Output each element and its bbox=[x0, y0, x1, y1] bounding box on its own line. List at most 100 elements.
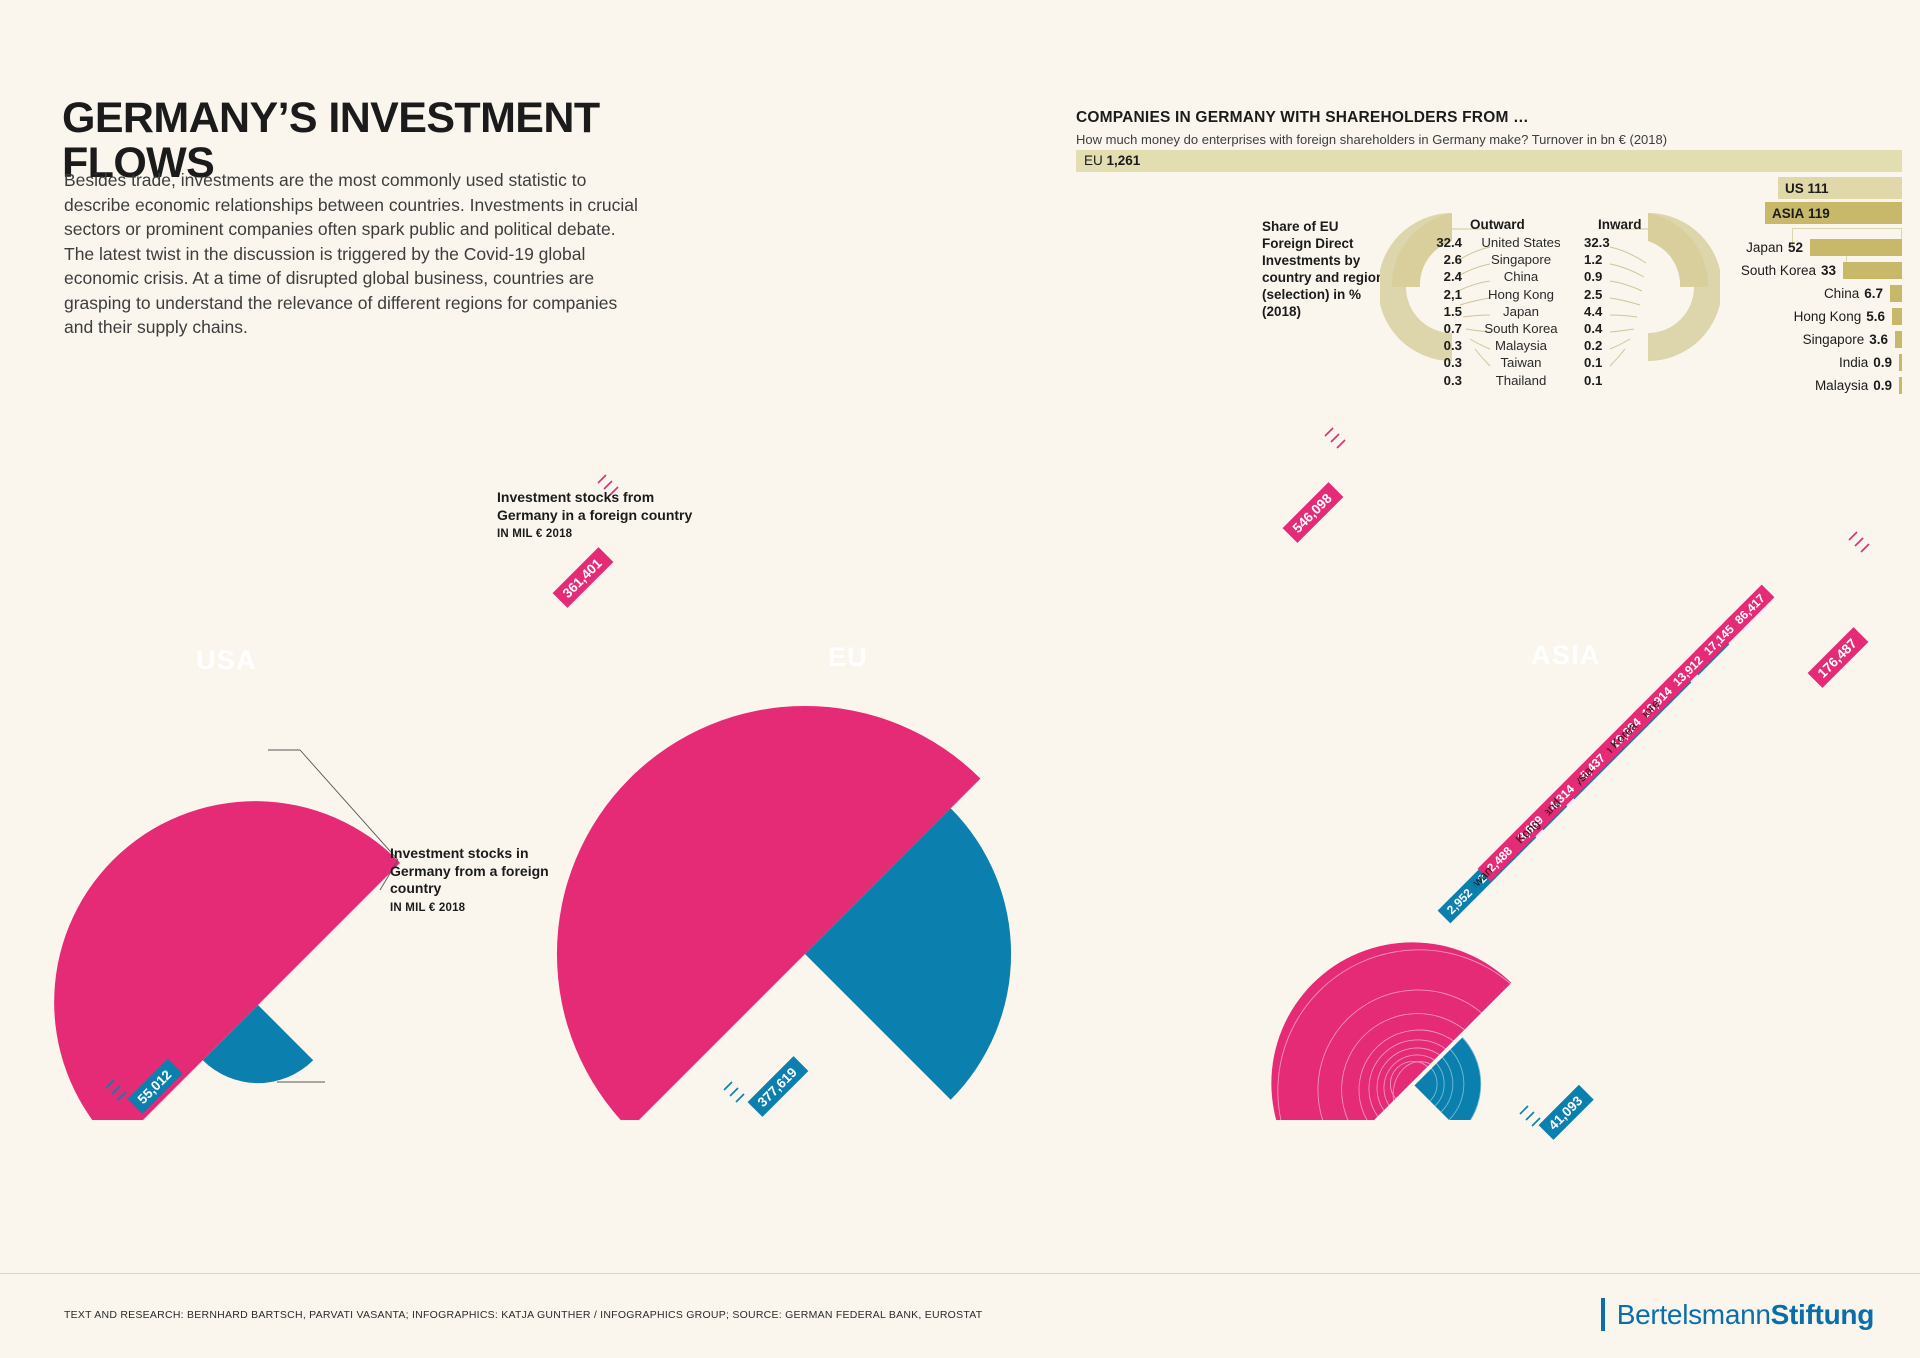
eu-bar-name: EU bbox=[1084, 153, 1103, 168]
asia-breakdown-bar bbox=[1899, 354, 1902, 371]
fdi-share-row: 0.3 Taiwan 0.1 bbox=[1410, 354, 1640, 371]
fdi-country-name: China bbox=[1503, 269, 1539, 285]
fdi-inward-value: 0.9 bbox=[1584, 269, 1603, 285]
eu-outward-sector bbox=[556, 705, 981, 1120]
fdi-share-row: 0.7 South Korea 0.4 bbox=[1410, 320, 1640, 337]
fdi-country-name: United States bbox=[1481, 235, 1561, 251]
asia-turnover-bar: ASIA 119 bbox=[1765, 202, 1902, 224]
eu-circle-label: EU bbox=[828, 642, 869, 672]
fdi-country-name: Japan bbox=[1503, 303, 1539, 319]
fdi-outward-value: 0.3 bbox=[1443, 355, 1462, 371]
asia-breakdown-row: India 0.9 bbox=[1640, 351, 1902, 374]
fdi-inward-value: 0.1 bbox=[1584, 372, 1603, 388]
asia-breakdown-bracket bbox=[1792, 228, 1902, 248]
inward-callout-title: Investment stocks in Germany from a fore… bbox=[390, 845, 549, 896]
fdi-inward-value: 2.5 bbox=[1584, 286, 1603, 302]
fdi-outward-value: 1.5 bbox=[1443, 303, 1462, 319]
share-caption: Share of EU Foreign Direct Investments b… bbox=[1262, 219, 1385, 319]
eu-bar-value: 1,261 bbox=[1106, 153, 1141, 168]
usa-circle-label: USA bbox=[196, 645, 257, 675]
inward-callout: Investment stocks in Germany from a fore… bbox=[390, 845, 580, 915]
fdi-inward-value: 0.4 bbox=[1584, 321, 1603, 337]
brand-text: BertelsmannStiftung bbox=[1616, 1298, 1875, 1331]
asia-breakdown-row: Hong Kong 5.6 bbox=[1640, 305, 1902, 328]
fdi-outward-value: 2.6 bbox=[1443, 252, 1462, 268]
usa-outward-sector bbox=[54, 801, 401, 1120]
outward-arc bbox=[1380, 213, 1452, 361]
panel-subtitle: How much money do enterprises with forei… bbox=[1076, 132, 1668, 147]
fdi-share-row: 2.4 China 0.9 bbox=[1410, 268, 1640, 285]
us-bar-value: 111 bbox=[1807, 180, 1829, 196]
asia-breakdown-bar bbox=[1892, 308, 1902, 325]
usa-circle-group bbox=[54, 749, 401, 1120]
asia-breakdown-name: China bbox=[1823, 286, 1860, 301]
eu-bar-label: EU 1,261 bbox=[1084, 153, 1140, 168]
eu-circle-group bbox=[556, 705, 1012, 1120]
asia-sub-rings-blue bbox=[1429, 1035, 1482, 1120]
asia-breakdown-bar bbox=[1895, 331, 1902, 348]
chord-diagram bbox=[1380, 213, 1720, 367]
footer-credits: TEXT AND RESEARCH: BERNHARD BARTSCH, PAR… bbox=[64, 1309, 983, 1321]
footer-divider bbox=[0, 1273, 1920, 1274]
investment-circles bbox=[54, 705, 1515, 1120]
fdi-country-name: Hong Kong bbox=[1488, 286, 1554, 302]
asia-breakdown-bar bbox=[1890, 285, 1902, 302]
asia-breakdown-row: Japan 52 bbox=[1640, 236, 1902, 259]
us-bar-name: US bbox=[1785, 180, 1804, 196]
brand-name-light: Bertelsmann bbox=[1616, 1298, 1771, 1330]
asia-breakdown-value: 6.7 bbox=[1864, 286, 1883, 301]
asia-breakdown-name: India bbox=[1838, 355, 1869, 370]
inward-header: Inward bbox=[1598, 217, 1642, 232]
fdi-country-name: Taiwan bbox=[1500, 355, 1542, 371]
fdi-share-row: 32.4 United States 32.3 bbox=[1410, 234, 1640, 251]
fdi-share-row: 0.3 Malaysia 0.2 bbox=[1410, 337, 1640, 354]
asia-inward-sector bbox=[1413, 1035, 1482, 1120]
intro-paragraph: Besides trade, investments are the most … bbox=[64, 170, 638, 337]
asia-breakdown-bar bbox=[1899, 377, 1902, 394]
asia-sub-rings bbox=[1277, 949, 1513, 1120]
fdi-country-name: South Korea bbox=[1484, 321, 1558, 337]
asia-breakdown-value: 3.6 bbox=[1869, 332, 1888, 347]
asia-breakdown-name: Hong Kong bbox=[1793, 309, 1862, 324]
outward-callout: Investment stocks from Germany in a fore… bbox=[497, 489, 702, 541]
asia-breakdown-value: 52 bbox=[1787, 240, 1803, 255]
fdi-inward-value: 0.2 bbox=[1584, 338, 1603, 354]
fdi-share-row: 2.6 Singapore 1.2 bbox=[1410, 251, 1640, 268]
asia-breakdown-name: Singapore bbox=[1802, 332, 1865, 347]
asia-bar-label: ASIA 119 bbox=[1772, 206, 1830, 221]
asia-breakdown-name: Japan bbox=[1746, 240, 1783, 255]
fdi-country-name: Thailand bbox=[1495, 372, 1547, 388]
asia-circle-label: ASIA bbox=[1531, 640, 1601, 670]
brand-name-bold: Stiftung bbox=[1770, 1298, 1875, 1330]
asia-breakdown-bar bbox=[1843, 262, 1902, 279]
fdi-country-name: Malaysia bbox=[1494, 338, 1548, 354]
fdi-share-row: 1.5 Japan 4.4 bbox=[1410, 303, 1640, 320]
fdi-outward-value: 0.7 bbox=[1443, 321, 1462, 337]
asia-breakdown-list: Japan 52 South Korea 33 China 6.7 Hong Kong 5.6… bbox=[1640, 236, 1902, 397]
page-title: GERMANY’S INVESTMENT FLOWS bbox=[62, 94, 600, 188]
us-turnover-bar: US 111 bbox=[1778, 177, 1902, 199]
fdi-inward-value: 32.3 bbox=[1584, 235, 1610, 251]
asia-breakdown-value: 0.9 bbox=[1873, 355, 1892, 370]
asia-breakdown-row: Singapore 3.6 bbox=[1640, 328, 1902, 351]
fdi-share-row: 2,1 Hong Kong 2.5 bbox=[1410, 286, 1640, 303]
usa-out-leader2 bbox=[299, 749, 399, 861]
fdi-outward-value: 32.4 bbox=[1436, 235, 1462, 251]
eu-turnover-bar: EU 1,261 bbox=[1076, 150, 1902, 172]
eu-inward-sector bbox=[805, 808, 1012, 1100]
outward-header: Outward bbox=[1470, 217, 1525, 232]
fdi-inward-value: 1.2 bbox=[1584, 252, 1603, 268]
outward-arc-top bbox=[1391, 213, 1452, 287]
asia-breakdown-name: South Korea bbox=[1740, 263, 1816, 278]
asia-bar-value: 119 bbox=[1808, 205, 1830, 221]
fdi-outward-value: 0.3 bbox=[1443, 338, 1462, 354]
asia-bar-name: ASIA bbox=[1772, 205, 1805, 221]
asia-breakdown-row: South Korea 33 bbox=[1640, 259, 1902, 282]
outward-callout-title: Investment stocks from Germany in a fore… bbox=[497, 489, 693, 523]
fdi-inward-value: 4.4 bbox=[1584, 303, 1603, 319]
asia-breakdown-row: Malaysia 0.9 bbox=[1640, 374, 1902, 397]
us-bar-label: US 111 bbox=[1785, 181, 1829, 196]
fdi-share-row: 0.3 Thailand 0.1 bbox=[1410, 372, 1640, 389]
fdi-country-name: Singapore bbox=[1490, 252, 1552, 268]
fdi-outward-value: 2,1 bbox=[1443, 286, 1462, 302]
